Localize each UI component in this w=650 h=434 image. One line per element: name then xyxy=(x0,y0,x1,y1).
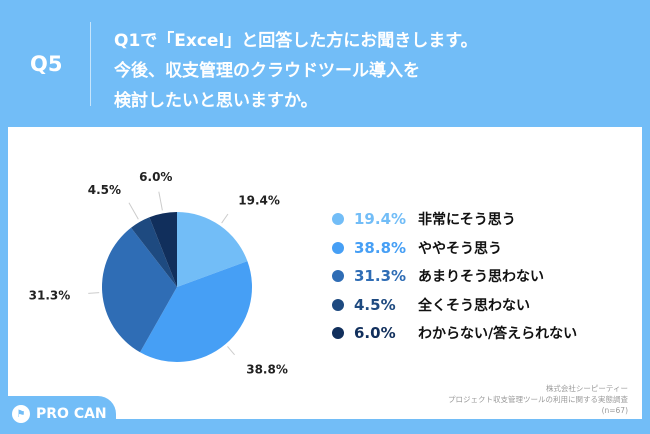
legend-label: わからない/答えられない xyxy=(418,326,578,343)
legend-item: 4.5% 全くそう思わない xyxy=(332,291,577,320)
question-number: Q5 xyxy=(30,52,63,76)
leader-line xyxy=(128,202,139,220)
legend-percent: 31.3% xyxy=(354,267,407,286)
legend-item: 31.3% あまりそう思わない xyxy=(332,262,577,291)
data-label: 38.8% xyxy=(246,363,288,377)
legend-percent: 19.4% xyxy=(354,210,407,229)
pie-slice xyxy=(131,217,177,287)
legend-percent: 4.5% xyxy=(354,295,396,314)
legend-dot xyxy=(332,270,344,283)
source-company: 株式会社シーピーティー xyxy=(545,384,628,393)
source-survey: プロジェクト収支管理ツールの利用に関する実態調査 xyxy=(448,395,628,404)
legend-item: 19.4% 非常にそう思う xyxy=(332,205,577,234)
legend-dot xyxy=(332,213,344,226)
pie-slice xyxy=(149,212,177,287)
divider xyxy=(90,22,91,106)
legend-label: あまりそう思わない xyxy=(418,269,544,286)
legend-label: 全くそう思わない xyxy=(418,297,530,314)
legend-item: 38.8% ややそう思う xyxy=(332,234,577,263)
leader-line xyxy=(88,292,100,294)
logo: ⚑ PRO CAN xyxy=(12,405,107,423)
legend-item: 6.0% わからない/答えられない xyxy=(332,319,577,348)
data-label: 19.4% xyxy=(238,193,280,207)
data-label: 31.3% xyxy=(29,289,71,303)
logo-icon: ⚑ xyxy=(12,405,30,423)
legend-dot xyxy=(332,327,344,340)
data-label: 4.5% xyxy=(88,183,121,197)
legend: 19.4% 非常にそう思う 38.8% ややそう思う 31.3% あまりそう思わ… xyxy=(332,205,577,348)
data-label: 6.0% xyxy=(139,170,172,184)
source-note: 株式会社シーピーティー プロジェクト収支管理ツールの利用に関する実態調査 (n=… xyxy=(448,383,628,416)
pie-slice xyxy=(101,227,177,353)
legend-label: 非常にそう思う xyxy=(418,212,516,229)
legend-dot xyxy=(332,241,344,254)
leader-line xyxy=(158,191,163,211)
logo-text: PRO CAN xyxy=(36,406,107,422)
pie-slice xyxy=(140,261,253,363)
legend-percent: 6.0% xyxy=(354,324,396,343)
legend-percent: 38.8% xyxy=(354,238,407,257)
leader-line xyxy=(221,213,229,224)
legend-label: ややそう思う xyxy=(418,240,502,257)
source-sample: (n=67) xyxy=(601,406,628,415)
leader-line xyxy=(227,346,235,356)
question-text: Q1で「Excel」と回答した方にお聞きします。 今後、収支管理のクラウドツール… xyxy=(114,31,478,111)
legend-dot xyxy=(332,298,344,311)
pie-slice xyxy=(177,212,248,287)
header: Q5 Q1で「Excel」と回答した方にお聞きします。 今後、収支管理のクラウド… xyxy=(0,0,650,127)
